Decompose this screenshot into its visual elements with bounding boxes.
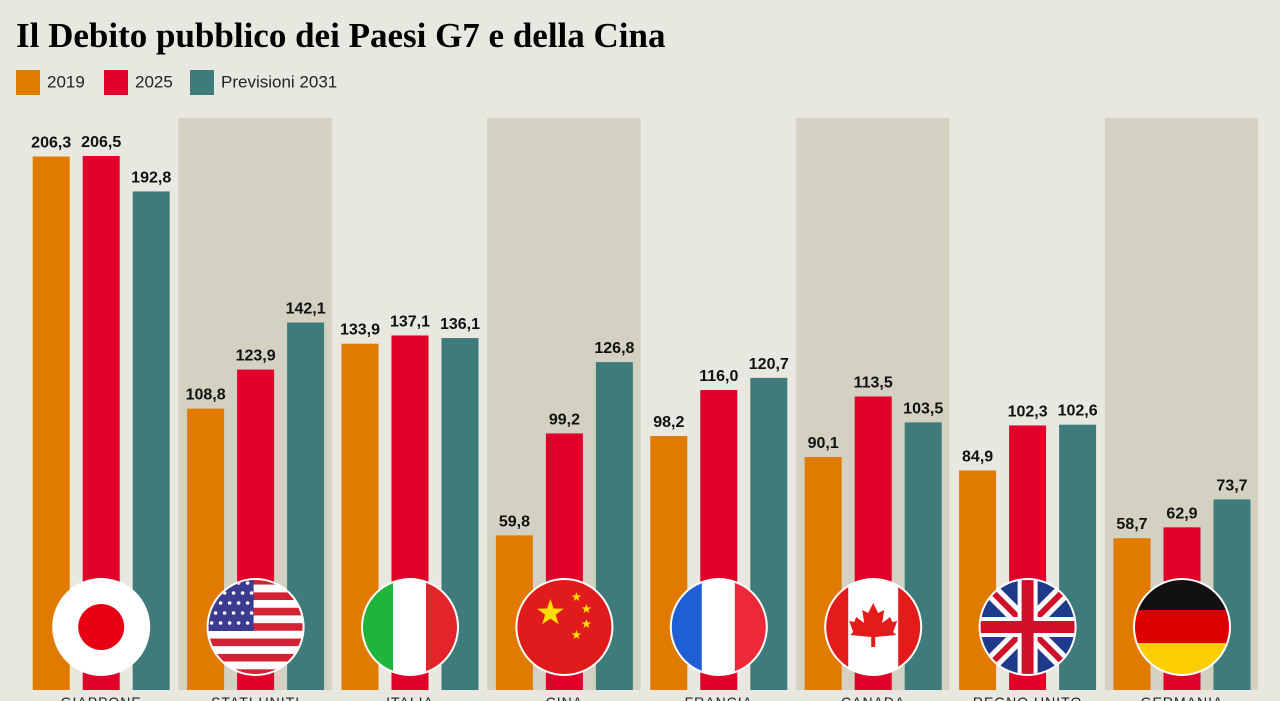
flag-part	[208, 638, 303, 647]
flag-part	[571, 592, 582, 601]
flag-part	[208, 623, 303, 631]
flag-part	[236, 621, 241, 625]
x-tick-label: ITALIA	[386, 694, 434, 701]
legend-label: Previsioni 2031	[221, 72, 337, 91]
flag-part	[208, 615, 303, 624]
flag-part	[218, 621, 223, 625]
value-label: 206,5	[81, 134, 121, 151]
value-label: 113,5	[854, 374, 893, 391]
flag-part	[393, 580, 427, 674]
flag-part	[581, 619, 592, 628]
flag-part	[537, 599, 564, 625]
flag-part	[240, 611, 245, 615]
flag-part	[245, 601, 250, 605]
flag-part	[849, 603, 898, 647]
legend-label: 2025	[135, 72, 173, 91]
value-label: 102,6	[1058, 403, 1098, 420]
flag-part	[208, 646, 303, 654]
flag-part	[208, 669, 303, 674]
flag-part	[249, 611, 254, 615]
flag-part	[208, 653, 303, 662]
flag-part	[209, 621, 214, 625]
flag-part	[78, 604, 125, 650]
flag-part	[227, 601, 232, 605]
flag-part	[231, 611, 236, 615]
value-label: 58,7	[1116, 516, 1147, 533]
legend-swatch	[190, 70, 214, 95]
flag-part	[208, 580, 303, 585]
value-label: 98,2	[653, 414, 684, 431]
flag-part	[245, 621, 250, 625]
value-label: 192,8	[131, 169, 171, 186]
flag	[826, 580, 921, 674]
flag-part	[517, 580, 612, 674]
flag-part	[581, 604, 592, 613]
value-label: 137,1	[390, 313, 430, 330]
value-label: 102,3	[1008, 403, 1048, 420]
flag-part	[236, 601, 241, 605]
x-tick-label: CINA	[546, 694, 583, 701]
value-label: 206,3	[31, 135, 71, 152]
value-label: 103,5	[903, 400, 943, 417]
value-label: 99,2	[549, 411, 580, 428]
flag-part	[213, 611, 218, 615]
x-tick-label: GIAPPONE	[61, 694, 142, 701]
flag-part	[222, 611, 227, 615]
flag-part	[208, 630, 303, 639]
flag-part	[245, 581, 250, 585]
chart-title: Il Debito pubblico dei Paesi G7 e della …	[16, 16, 666, 55]
flag-part	[208, 584, 303, 593]
legend-swatch	[104, 70, 128, 95]
flag	[54, 580, 149, 674]
value-label: 73,7	[1216, 477, 1247, 494]
flag	[517, 580, 612, 674]
bar	[1213, 499, 1251, 690]
flag-part	[571, 630, 582, 639]
flag-part	[208, 592, 303, 601]
flag-part	[231, 591, 236, 595]
flag-part	[208, 607, 303, 616]
value-label: 120,7	[749, 356, 789, 373]
flag-part	[208, 600, 303, 608]
value-label: 142,1	[286, 301, 326, 318]
flag	[208, 580, 303, 674]
x-tick-label: FRANCIA	[685, 694, 753, 701]
value-label: 133,9	[340, 322, 380, 339]
value-label: 126,8	[594, 340, 634, 357]
value-label: 136,1	[440, 316, 480, 333]
flag-part	[227, 621, 232, 625]
legend-swatch	[16, 70, 40, 95]
value-label: 108,8	[186, 387, 226, 404]
flag-part	[701, 580, 736, 674]
x-tick-label: CANADA	[841, 694, 905, 701]
value-label: 123,9	[236, 348, 276, 365]
flag-part	[208, 661, 303, 670]
value-label: 90,1	[808, 435, 839, 452]
x-tick-label: GERMANIA	[1141, 694, 1224, 701]
flag-part	[1021, 580, 1034, 674]
legend-label: 2019	[47, 72, 85, 91]
value-label: 116,0	[699, 368, 738, 385]
flag-part	[218, 601, 223, 605]
x-tick-label: STATI UNITI	[211, 694, 300, 701]
x-tick-label: REGNO UNITO	[973, 694, 1083, 701]
flag-part	[249, 591, 254, 595]
value-label: 62,9	[1166, 505, 1197, 522]
value-label: 84,9	[962, 448, 993, 465]
flag-part	[1135, 610, 1229, 644]
value-label: 59,8	[499, 513, 530, 530]
flag-part	[240, 591, 245, 595]
